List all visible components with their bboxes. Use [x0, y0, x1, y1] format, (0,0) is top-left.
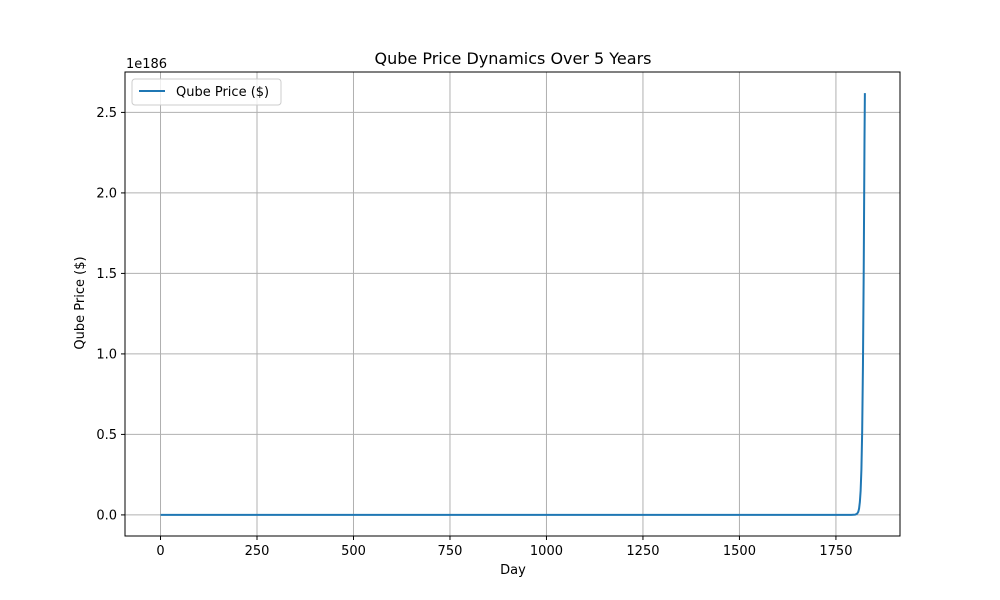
y-tick-label: 1.0 [96, 347, 117, 362]
y-tick-label: 1.5 [96, 267, 117, 282]
y-axis-ticks: 0.0 0.5 1.0 1.5 2.0 2.5 [96, 106, 125, 523]
y-tick-label: 2.5 [96, 106, 117, 121]
x-tick-label: 1250 [626, 544, 659, 559]
chart-title: Qube Price Dynamics Over 5 Years [375, 49, 652, 68]
x-tick-label: 0 [156, 544, 164, 559]
x-tick-label: 1750 [819, 544, 852, 559]
series-line-qube-price [160, 93, 866, 516]
x-tick-label: 500 [341, 544, 366, 559]
y-tick-label: 0.0 [96, 508, 117, 523]
y-axis-label: Qube Price ($) [73, 256, 88, 349]
x-axis-ticks: 0 250 500 750 1000 1250 1500 1750 [156, 536, 852, 559]
x-tick-label: 1500 [723, 544, 756, 559]
y-tick-label: 0.5 [96, 428, 117, 443]
legend: Qube Price ($) [131, 78, 282, 106]
x-tick-label: 1000 [530, 544, 563, 559]
y-tick-label: 2.0 [96, 186, 117, 201]
plot-series [160, 93, 866, 516]
x-axis-label: Day [500, 563, 526, 578]
x-tick-label: 250 [245, 544, 270, 559]
y-axis-offset-label: 1e186 [126, 57, 167, 72]
plot-frame [124, 71, 901, 537]
legend-entry-label: Qube Price ($) [176, 85, 269, 100]
legend-box [131, 78, 282, 106]
x-tick-label: 750 [438, 544, 463, 559]
